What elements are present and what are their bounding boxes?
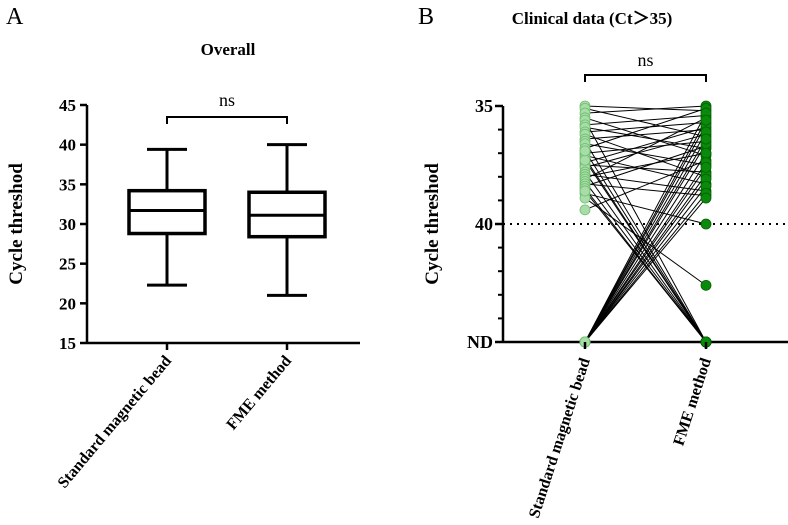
- title-a: Overall: [201, 40, 256, 59]
- pair-line: [584, 114, 707, 126]
- pair-line: [584, 190, 707, 343]
- panel-label-b: B: [418, 4, 434, 30]
- point-fme: [700, 133, 712, 145]
- significance-label: ns: [219, 90, 235, 110]
- pair-line: [584, 129, 707, 140]
- x-tick-label: Standard magnetic bead: [526, 356, 594, 520]
- pair-line: [584, 105, 707, 112]
- x-tick-label: FME method: [223, 353, 295, 434]
- panel-label-a: A: [6, 4, 24, 30]
- pair-line: [584, 167, 707, 343]
- point-fme: [700, 114, 712, 126]
- point-fme: [700, 161, 712, 173]
- pair-line: [584, 160, 707, 343]
- y-tick-label: 40: [59, 136, 76, 155]
- pair-line: [584, 197, 707, 343]
- pair-line: [584, 197, 707, 286]
- ylabel-b: Cycle threshod: [422, 163, 443, 285]
- significance-bracket: [584, 74, 707, 82]
- pair-line: [584, 105, 707, 114]
- significance-label: ns: [637, 50, 653, 70]
- point-fme: [700, 279, 712, 291]
- pair-line: [584, 140, 707, 154]
- pair-line: [584, 138, 707, 343]
- pair-line: [584, 178, 707, 343]
- pair-line: [584, 155, 707, 185]
- point-standard: [579, 185, 591, 197]
- pair-line: [584, 133, 707, 168]
- title-b: Clinical data (Ct＞35): [512, 9, 673, 28]
- y-tick-label: ND: [467, 332, 493, 352]
- pair-line: [584, 117, 707, 180]
- y-tick-label: 35: [475, 96, 493, 116]
- pair-line: [584, 107, 707, 138]
- pair-line: [584, 159, 707, 211]
- x-tick-label: FME method: [670, 356, 714, 448]
- x-tick-label: Standard magnetic bead: [55, 353, 176, 492]
- pair-line: [584, 122, 707, 133]
- point-fme: [700, 147, 712, 159]
- pair-line: [584, 171, 707, 343]
- pair-line: [584, 107, 707, 149]
- y-tick-label: 25: [59, 255, 76, 274]
- box: [127, 188, 207, 236]
- pair-line: [584, 150, 707, 343]
- pair-line: [584, 164, 707, 173]
- point-standard: [579, 154, 591, 166]
- point-standard: [579, 204, 591, 216]
- y-tick-label: 30: [59, 215, 76, 234]
- y-tick-label: 45: [59, 96, 76, 115]
- pair-line: [584, 181, 707, 343]
- point-fme: [700, 218, 712, 230]
- pair-line: [584, 119, 707, 343]
- y-tick-label: 40: [475, 214, 493, 234]
- pair-line: [584, 185, 707, 343]
- pair-line: [584, 152, 707, 343]
- pair-line: [584, 131, 707, 343]
- pair-line: [584, 126, 707, 164]
- pair-line: [584, 117, 707, 157]
- pair-line: [584, 173, 707, 192]
- y-tick-label: 35: [59, 175, 76, 194]
- pair-line: [584, 193, 707, 343]
- pair-line: [584, 112, 707, 343]
- point-fme: [700, 192, 712, 204]
- ylabel-a: Cycle threshod: [6, 163, 27, 285]
- pair-line: [584, 145, 707, 187]
- y-tick-label: 20: [59, 294, 76, 313]
- significance-bracket: [166, 116, 288, 124]
- y-tick-label: 15: [59, 334, 76, 353]
- pair-line: [584, 183, 707, 197]
- point-standard: [579, 145, 591, 157]
